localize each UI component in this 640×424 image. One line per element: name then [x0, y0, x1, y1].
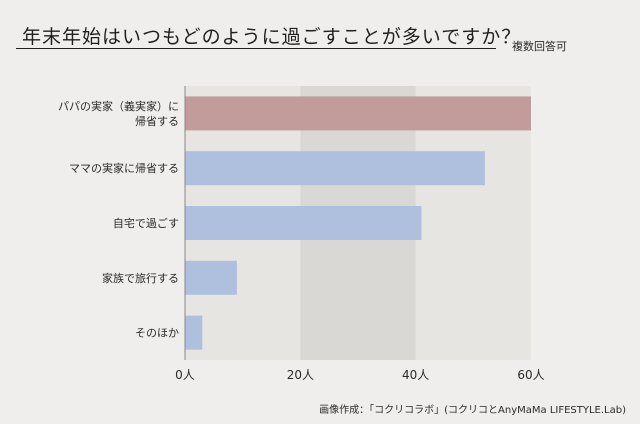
category-label: ママの実家に帰省する [69, 161, 179, 175]
bar [185, 260, 237, 295]
x-tick-label: 20人 [287, 368, 314, 382]
x-tick-label: 60人 [517, 368, 544, 382]
category-label: 自宅で過ごす [113, 216, 179, 230]
category-label: そのほか [135, 327, 179, 340]
title-underline [16, 48, 496, 49]
bar [185, 151, 485, 186]
category-label: 帰省する [135, 115, 179, 128]
multiple-answers-note: 複数回答可 [512, 40, 567, 53]
category-label: 家族で旅行する [102, 271, 179, 285]
plot-band [415, 86, 531, 360]
bar [185, 206, 422, 240]
category-label: パパの実家（義実家）に [58, 99, 179, 113]
bar [185, 315, 203, 350]
chart-title: 年末年始はいつもどのように過ごすことが多いですか？ [22, 26, 522, 48]
x-tick-label: 40人 [402, 368, 429, 382]
bar [185, 96, 531, 131]
x-tick-label: 0人 [175, 368, 195, 382]
image-credit: 画像作成：「コクリコラボ」(コクリコとAnyMaMa LIFESTYLE.Lab… [319, 405, 626, 416]
